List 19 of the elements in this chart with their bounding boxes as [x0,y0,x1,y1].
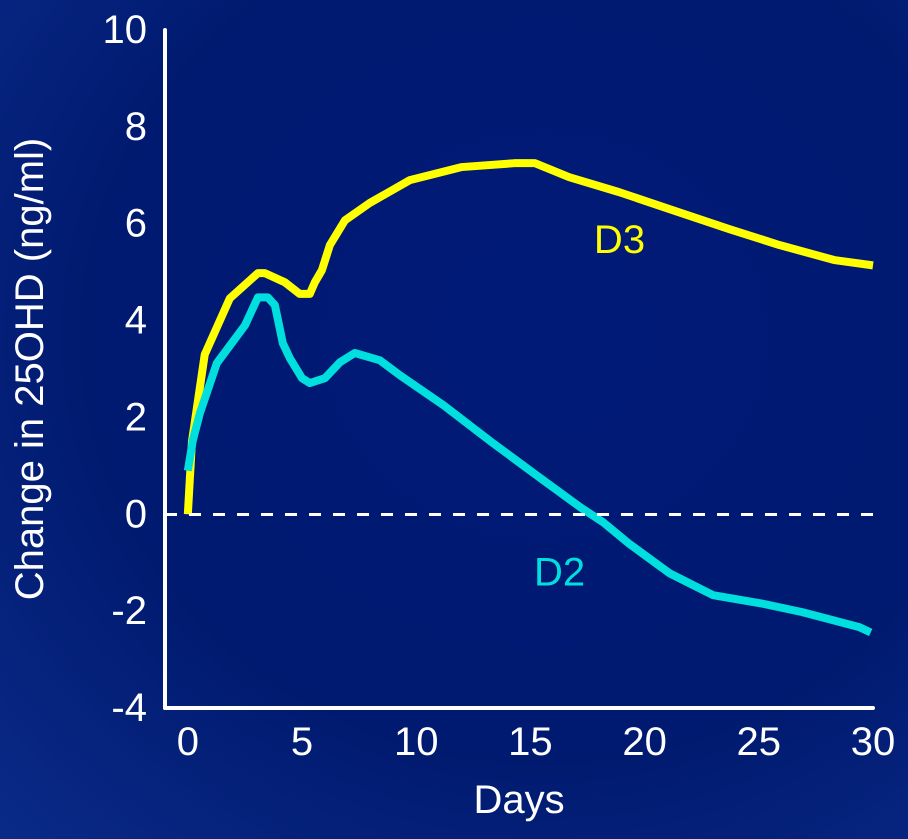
y-tick-label: 8 [124,104,147,149]
y-tick-label: 0 [124,492,147,536]
y-tick-label: -4 [111,686,147,730]
y-tick-label: 2 [124,395,147,440]
x-tick-label: 0 [176,720,199,764]
x-tick-label: 20 [622,720,667,764]
y-tick-label: 10 [102,8,147,52]
y-tick-label: 4 [124,298,147,343]
series-label: D2 [534,550,586,594]
x-tick-label: 5 [290,720,314,764]
x-axis-title: Days [473,778,565,822]
x-tick-label: 15 [508,720,553,764]
y-axis-title: Change in 25OHD (ng/ml) [8,138,52,600]
series-label: D3 [594,218,646,262]
x-tick-label: 25 [736,720,782,764]
y-tick-label: 6 [124,202,147,246]
x-tick-label: 10 [394,720,438,764]
y-tick-label: -2 [111,589,147,634]
x-tick-label: 30 [850,720,896,764]
